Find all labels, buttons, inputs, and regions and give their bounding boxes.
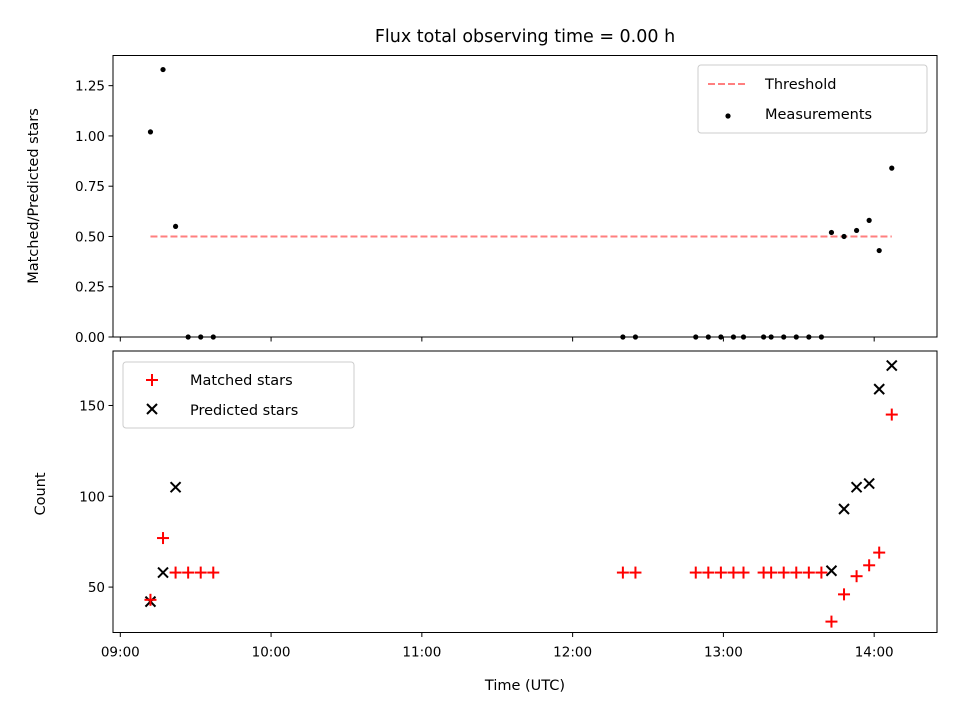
predicted-star-point <box>850 481 863 493</box>
bottom-legend-box <box>122 361 355 429</box>
x-tick-label: 14:00 <box>855 645 894 661</box>
top-legend: Threshold Measurements <box>697 64 928 134</box>
bottom-axes-frame <box>112 350 938 633</box>
matched-star-point <box>194 566 207 579</box>
legend-predicted-swatch <box>146 403 158 415</box>
bottom-y-tick-label: 150 <box>79 398 105 414</box>
matched-star-point <box>689 566 702 579</box>
legend-matched-label: Matched stars <box>190 373 293 389</box>
top-y-tick-label: 0.00 <box>75 330 105 346</box>
bottom-plot-area <box>144 359 898 628</box>
matched-star-point <box>207 566 220 579</box>
matched-star-point <box>765 566 778 579</box>
matched-star-point <box>737 566 750 579</box>
matched-star-point <box>144 593 157 606</box>
measurement-point <box>172 223 179 230</box>
top-ticks: 0.00 0.25 0.50 0.75 1.00 1.25 <box>75 79 875 346</box>
top-y-tick-label: 1.25 <box>75 79 105 95</box>
x-tick-label: 13:00 <box>704 645 743 661</box>
matched-star-point <box>714 566 727 579</box>
matched-star-point <box>885 408 898 421</box>
matched-star-point <box>838 588 851 601</box>
matched-star-point <box>850 570 863 583</box>
top-y-tick-label: 0.75 <box>75 179 105 195</box>
bottom-ticks: 50 100 150 09:00 10:00 11:00 12:00 13:00 14:00 <box>79 398 893 660</box>
predicted-star-point <box>169 481 182 493</box>
predicted-star-point <box>873 383 885 395</box>
measurement-point <box>147 129 154 135</box>
x-tick-label: 12:00 <box>553 645 592 661</box>
bottom-panel: 50 100 150 09:00 10:00 11:00 12:00 13:00 14:00 C… <box>33 350 938 694</box>
matched-star-point <box>169 566 182 579</box>
chart-title: Flux total observing time = 0.00 h <box>375 27 675 47</box>
bottom-y-axis-title: Count <box>33 472 49 515</box>
matched-star-point <box>727 566 740 579</box>
matched-star-point <box>790 566 803 579</box>
top-legend-box <box>697 64 928 134</box>
predicted-star-point <box>886 359 898 372</box>
top-y-tick-label: 0.50 <box>75 229 105 245</box>
matched-star-point <box>815 566 828 579</box>
matched-star-point <box>702 566 715 579</box>
matched-star-point <box>825 615 838 628</box>
matched-star-point <box>802 566 815 579</box>
measurement-point <box>889 165 895 171</box>
top-y-tick-label: 1.00 <box>75 129 105 145</box>
x-tick-label: 11:00 <box>402 645 441 661</box>
x-axis-title: Time (UTC) <box>484 678 565 694</box>
measurement-point <box>866 217 872 223</box>
legend-threshold-label: Threshold <box>764 77 836 93</box>
predicted-star-point <box>838 503 850 515</box>
x-tick-label: 10:00 <box>252 645 291 661</box>
predicted-star-point <box>863 477 875 490</box>
top-y-axis-title: Matched/Predicted stars <box>26 108 42 284</box>
top-y-tick-label: 0.25 <box>75 280 105 296</box>
x-tick-label: 09:00 <box>101 645 140 661</box>
measurement-point <box>160 66 166 73</box>
legend-measurements-label: Measurements <box>765 107 872 123</box>
legend-matched-swatch <box>146 374 158 386</box>
matched-star-point <box>629 566 642 579</box>
measurement-point <box>841 233 847 240</box>
top-plot-area <box>147 66 895 340</box>
matched-star-point <box>182 566 195 579</box>
bottom-legend: Matched stars Predicted stars <box>122 361 355 429</box>
bottom-y-tick-label: 50 <box>88 580 105 596</box>
measurement-point <box>876 247 882 254</box>
top-axes-frame <box>112 55 938 338</box>
top-panel: 0.00 0.25 0.50 0.75 1.00 1.25 Matched/Predict… <box>26 55 938 346</box>
matched-star-point <box>777 566 790 579</box>
bottom-y-tick-label: 100 <box>79 489 105 505</box>
legend-predicted-label: Predicted stars <box>190 403 298 419</box>
matched-star-point <box>863 559 876 572</box>
matched-star-point <box>616 566 629 579</box>
measurement-point <box>853 227 860 234</box>
predicted-star-point <box>825 565 838 577</box>
predicted-star-point <box>157 566 169 579</box>
matched-star-point <box>873 546 886 559</box>
matched-star-point <box>157 532 170 545</box>
measurement-point <box>828 229 835 236</box>
legend-measurements-swatch <box>725 113 731 119</box>
